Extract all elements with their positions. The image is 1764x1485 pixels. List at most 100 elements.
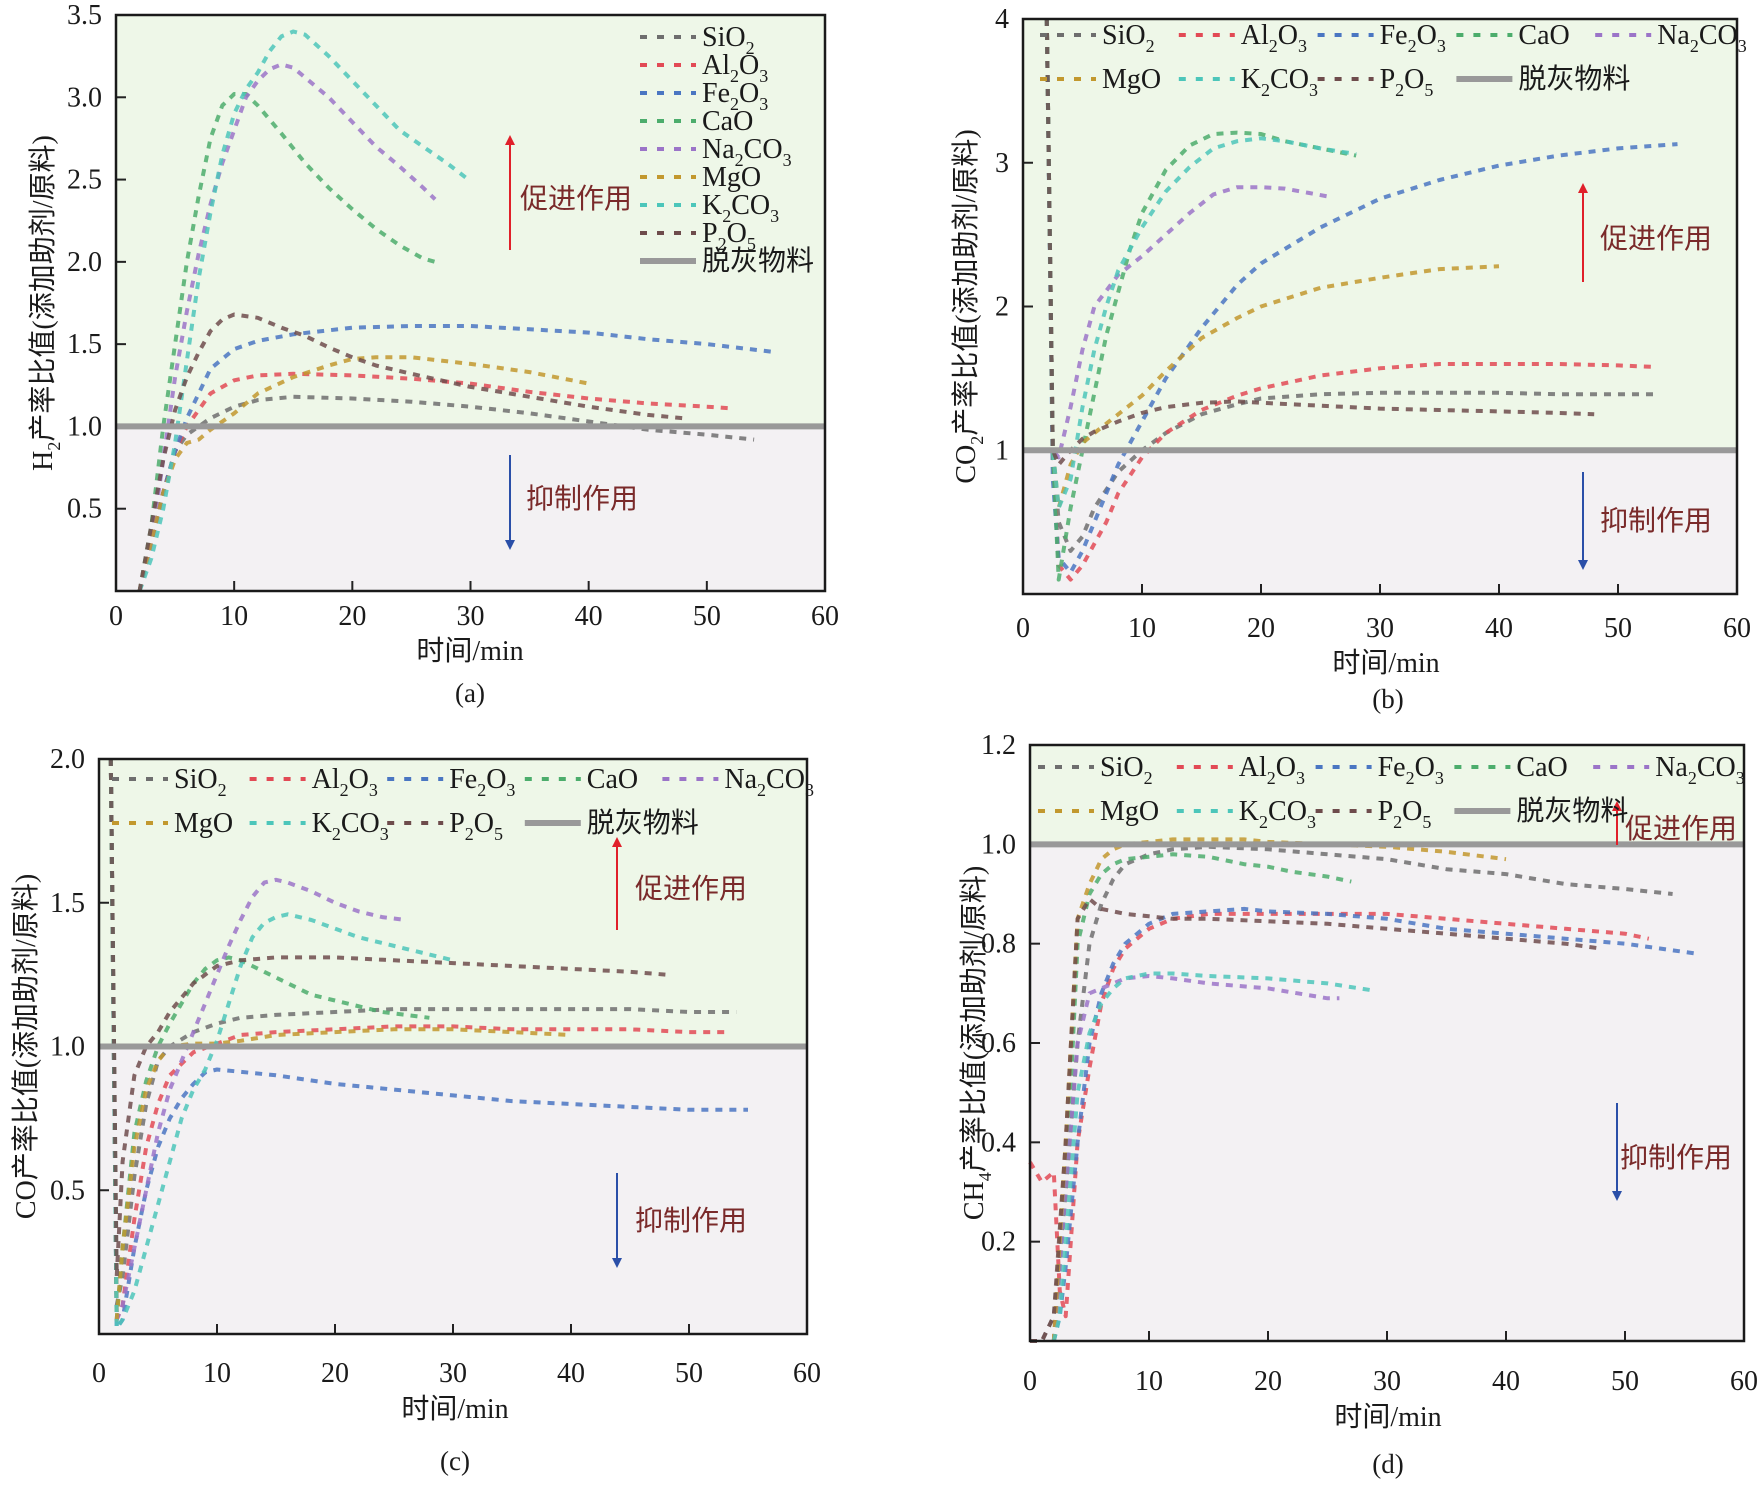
x-tick-label: 0: [1016, 613, 1030, 644]
legend-label-SiO2: SiO2: [174, 764, 227, 800]
legend-item-P2O5: P2O5: [640, 218, 756, 254]
legend-label-K2CO3: K2CO3: [1239, 796, 1316, 832]
legend-label-MgO: MgO: [1102, 64, 1161, 95]
x-tick-label: 60: [1730, 1366, 1758, 1397]
x-tick-label: 40: [557, 1358, 585, 1389]
legend-item-baseline: 脱灰物料: [640, 245, 814, 277]
legend-label-baseline: 脱灰物料: [587, 807, 699, 839]
series-line-Na2CO3: [1044, 18, 1333, 460]
legend-label-Fe2O3: Fe2O3: [1380, 20, 1446, 56]
y-tick-label: 2.0: [67, 247, 102, 278]
y-tick-label: 1.0: [981, 829, 1016, 860]
inhibit-annotation: 抑制作用: [635, 1204, 747, 1237]
x-tick-label: 20: [338, 601, 366, 632]
legend-label-Na2CO3: Na2CO3: [1657, 20, 1747, 56]
y-tick-label: 2.5: [67, 165, 102, 196]
legend-item-K2CO3: K2CO3: [249, 808, 389, 844]
x-tick-label: 10: [1135, 1366, 1163, 1397]
legend-item-Na2CO3: Na2CO3: [1595, 20, 1747, 56]
inhibit-annotation: 抑制作用: [1600, 504, 1712, 537]
y-tick-label: 2.0: [50, 744, 85, 775]
x-tick-label: 50: [1604, 613, 1632, 644]
x-tick-label: 10: [220, 601, 248, 632]
legend-label-P2O5: P2O5: [702, 218, 756, 254]
x-tick-label: 40: [575, 601, 603, 632]
legend-item-Al2O3: Al2O3: [640, 50, 768, 86]
series-line-P2O5: [108, 758, 666, 1279]
legend-item-Fe2O3: Fe2O3: [1317, 20, 1446, 56]
promote-region: [116, 15, 825, 427]
x-axis-label-c: 时间/min: [401, 1393, 508, 1425]
legend-label-CaO: CaO: [702, 106, 753, 137]
series-line-MgO: [108, 758, 572, 1322]
legend-item-MgO: MgO: [1038, 796, 1159, 827]
y-tick-label: 1.5: [50, 888, 85, 919]
legend-item-SiO2: SiO2: [1040, 20, 1155, 56]
legend-item-Fe2O3: Fe2O3: [1315, 752, 1444, 788]
promote-region: [1030, 745, 1744, 845]
legend-item-Al2O3: Al2O3: [1178, 20, 1307, 56]
y-tick-label: 0.6: [981, 1028, 1016, 1059]
x-tick-label: 20: [1254, 1366, 1282, 1397]
legend-label-K2CO3: K2CO3: [312, 808, 389, 844]
plot-frame: [1028, 743, 1746, 1343]
x-tick-label: 60: [793, 1358, 821, 1389]
legend-label-Al2O3: Al2O3: [702, 50, 768, 86]
plot-frame: [1021, 17, 1739, 596]
legend-label-baseline: 脱灰物料: [1516, 795, 1628, 827]
inhibit-region: [116, 426, 825, 591]
legend-label-Na2CO3: Na2CO3: [724, 764, 814, 800]
panel-c: (c) 时间/min 0 10 20 30 40 50 60 0.5 1.0 1.5 2.0 CO产率…: [10, 744, 821, 1476]
x-tick-label: 30: [1373, 1366, 1401, 1397]
legend-item-Fe2O3: Fe2O3: [640, 78, 768, 114]
x-axis-label-b: 时间/min: [1332, 647, 1439, 679]
legend-label-Fe2O3: Fe2O3: [449, 764, 515, 800]
y-tick-label: 1.0: [50, 1032, 85, 1063]
series-line-CaO: [108, 758, 430, 1322]
panel-tag-a: (a): [455, 678, 485, 708]
series-line-Al2O3: [137, 371, 731, 592]
y-axis-label: CO产率比值(添加助剂/原料): [10, 874, 42, 1219]
series-line-K2CO3: [1044, 18, 1357, 510]
legend-label-Fe2O3: Fe2O3: [702, 78, 768, 114]
x-tick-label: 60: [811, 601, 839, 632]
panel-a: (a) 时间/min 0 10 20 30 40 50 60 0.5 1.0 1.5 2.0 2.5 3…: [27, 0, 839, 708]
promote-region: [99, 759, 807, 1047]
legend-item-Al2O3: Al2O3: [1176, 752, 1305, 788]
legend-label-CaO: CaO: [1518, 20, 1569, 51]
y-axis-label: CH4产率比值(添加助剂/原料): [958, 866, 995, 1220]
promote-annotation: 促进作用: [1625, 812, 1737, 845]
legend-item-baseline: 脱灰物料: [1454, 795, 1628, 827]
legend-item-Na2CO3: Na2CO3: [1593, 752, 1745, 788]
legend-label-SiO2: SiO2: [702, 22, 755, 58]
inhibit-annotation: 抑制作用: [526, 482, 638, 515]
legend-item-SiO2: SiO2: [112, 764, 227, 800]
series-line-K2CO3: [137, 29, 472, 592]
legend-item-K2CO3: K2CO3: [640, 190, 779, 226]
promote-region: [1023, 19, 1737, 451]
inhibit-region: [1023, 450, 1737, 594]
x-tick-label: 50: [693, 601, 721, 632]
legend-item-Fe2O3: Fe2O3: [387, 764, 515, 800]
y-tick-label: 2: [995, 292, 1009, 323]
series-line-Fe2O3: [1044, 18, 1678, 575]
legend-item-MgO: MgO: [112, 808, 233, 839]
y-tick-label: 1.2: [981, 730, 1016, 761]
legend-label-CaO: CaO: [587, 764, 638, 795]
promote-annotation: 促进作用: [520, 182, 632, 215]
y-tick-label: 3.0: [67, 82, 102, 113]
y-axis-label: H2产率比值(添加助剂/原料): [27, 135, 64, 471]
y-tick-label: 3: [995, 148, 1009, 179]
y-tick-label: 3.5: [67, 0, 102, 31]
legend-item-SiO2: SiO2: [1038, 752, 1153, 788]
series-line-CaO: [1044, 18, 1357, 582]
y-tick-label: 1.0: [67, 411, 102, 442]
y-tick-label: 0.8: [981, 929, 1016, 960]
legend: SiO2 Al2O3 Fe2O3 CaO Na2CO3 MgO K2CO3 P2O5 脱灰物料: [1040, 20, 1747, 100]
legend-item-SiO2: SiO2: [640, 22, 755, 58]
legend-label-Na2CO3: Na2CO3: [1655, 752, 1745, 788]
x-tick-label: 10: [1128, 613, 1156, 644]
legend-item-Al2O3: Al2O3: [249, 764, 378, 800]
legend-label-K2CO3: K2CO3: [702, 190, 779, 226]
